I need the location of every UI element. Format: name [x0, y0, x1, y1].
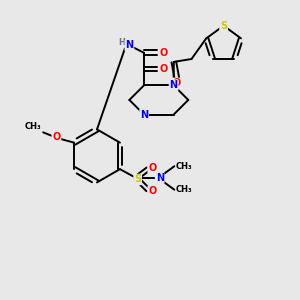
Text: N: N: [125, 40, 134, 50]
Text: N: N: [156, 173, 164, 183]
Text: O: O: [148, 186, 157, 196]
Text: CH₃: CH₃: [24, 122, 41, 131]
Text: O: O: [159, 48, 167, 58]
Text: O: O: [159, 64, 167, 74]
Text: S: S: [134, 174, 141, 184]
Text: CH₃: CH₃: [176, 162, 193, 171]
Text: N: N: [169, 80, 178, 90]
Text: O: O: [173, 78, 181, 88]
Text: H: H: [118, 38, 125, 47]
Text: O: O: [52, 132, 61, 142]
Text: O: O: [148, 163, 157, 173]
Text: CH₃: CH₃: [176, 185, 193, 194]
Text: N: N: [140, 110, 148, 120]
Text: S: S: [220, 21, 227, 31]
